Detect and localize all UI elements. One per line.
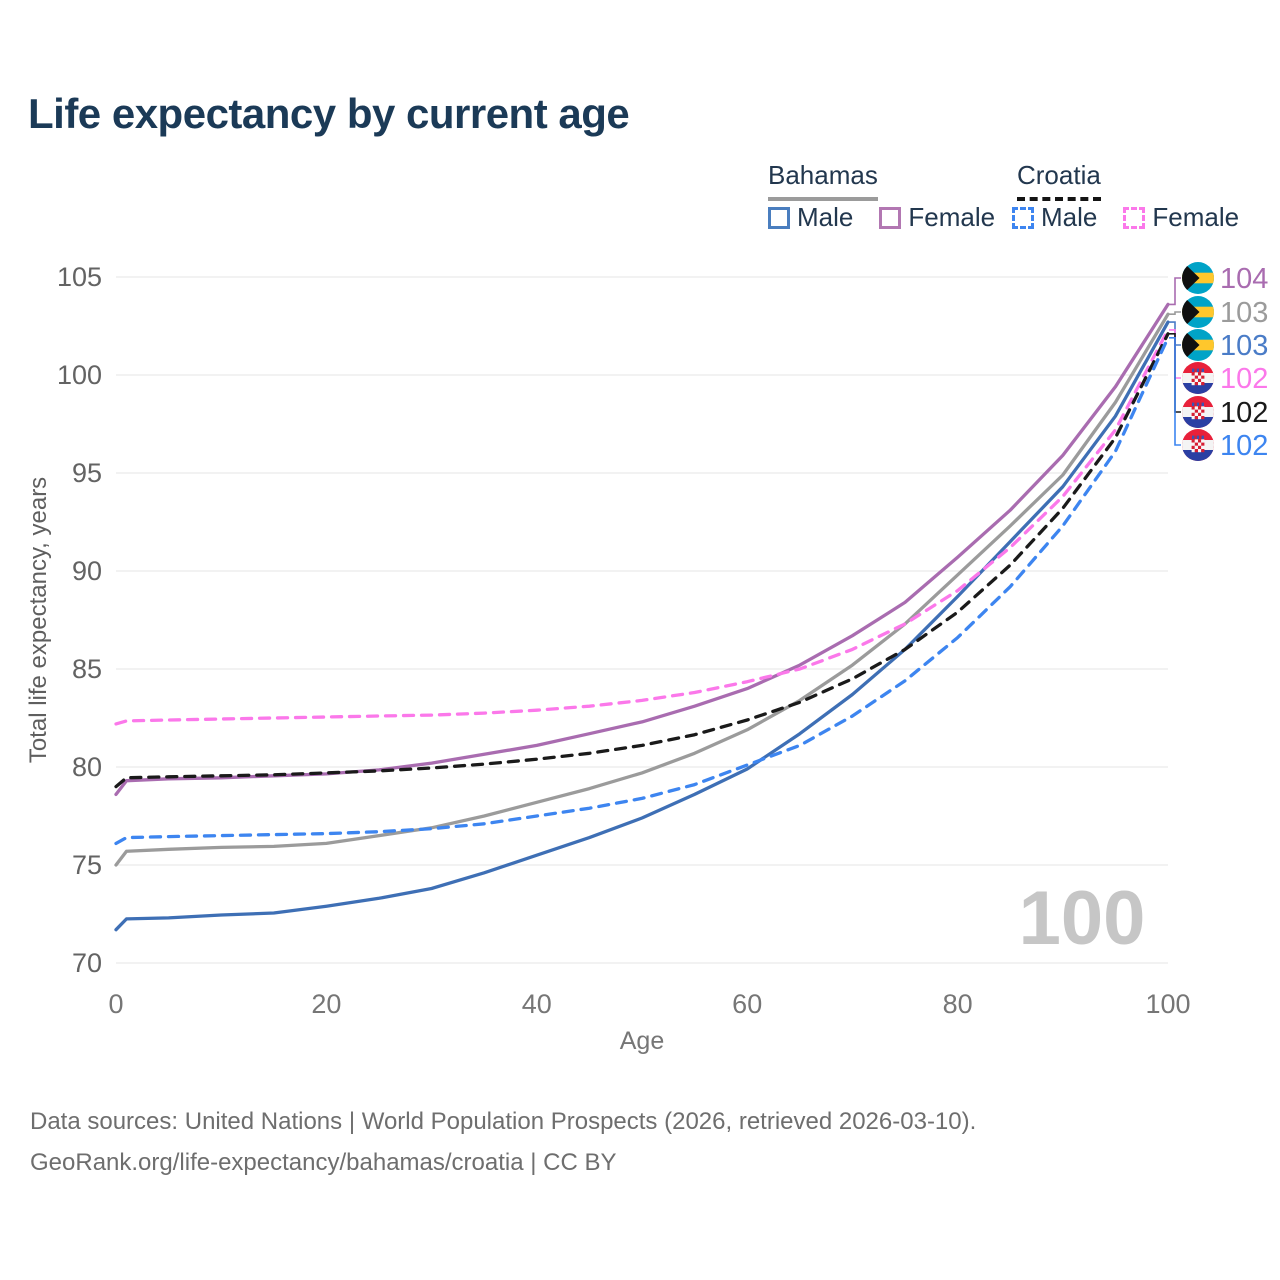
page-title: Life expectancy by current age — [28, 90, 630, 137]
legend-item-label: Male — [797, 202, 854, 232]
age-watermark: 100 — [1019, 876, 1146, 961]
y-tick-label: 95 — [72, 458, 102, 488]
legend-country-croatia: Croatia — [1017, 160, 1101, 201]
y-tick-label: 105 — [57, 262, 102, 292]
legend-items-croatia: Male Female — [1012, 202, 1239, 233]
series-line-bahamas — [114, 312, 1170, 867]
y-tick-label: 70 — [72, 948, 102, 978]
legend-country-label: Croatia — [1017, 160, 1101, 201]
legend-item-label: Female — [1152, 202, 1240, 232]
y-tick-label: 90 — [72, 556, 102, 586]
legend-item-bahamas-male[interactable]: Male — [768, 202, 853, 233]
series-line-croatia-male — [114, 336, 1170, 846]
legend-swatch-icon — [1012, 206, 1034, 229]
croatia-flag-icon — [1182, 396, 1214, 428]
croatia-flag-icon — [1182, 362, 1214, 394]
data-sources-text: Data sources: United Nations | World Pop… — [30, 1108, 977, 1135]
end-value-label: 102 — [1220, 363, 1268, 395]
x-axis-title: Age — [620, 1027, 664, 1055]
legend-item-croatia-male[interactable]: Male — [1012, 202, 1097, 233]
bahamas-flag-icon — [1182, 261, 1214, 295]
legend-swatch-icon — [1123, 206, 1146, 229]
legend-country-label: Bahamas — [768, 160, 878, 201]
y-tick-label: 85 — [72, 654, 102, 684]
end-label-connector — [1169, 277, 1181, 306]
legend-items-bahamas: Male Female — [768, 202, 995, 233]
x-tick-label: 60 — [732, 989, 762, 1019]
y-tick-label: 80 — [72, 752, 102, 782]
croatia-flag-icon — [1182, 429, 1214, 461]
legend-item-label: Female — [908, 202, 996, 232]
x-tick-label: 40 — [522, 989, 552, 1019]
end-value-label: 103 — [1220, 330, 1268, 362]
x-tick-label: 0 — [108, 989, 123, 1019]
legend-item-croatia-female[interactable]: Female — [1123, 202, 1239, 233]
end-value-label: 103 — [1220, 297, 1268, 329]
series-line-croatia — [114, 332, 1170, 789]
end-value-label: 104 — [1220, 263, 1268, 295]
legend-country-bahamas: Bahamas — [768, 160, 878, 201]
legend-swatch-icon — [879, 206, 902, 229]
x-tick-label: 80 — [943, 989, 973, 1019]
series-line-bahamas-female — [114, 302, 1170, 797]
legend-item-bahamas-female[interactable]: Female — [879, 202, 995, 233]
end-value-label: 102 — [1220, 430, 1268, 462]
x-tick-label: 20 — [311, 989, 341, 1019]
x-tick-label: 100 — [1145, 989, 1190, 1019]
attribution-text: GeoRank.org/life-expectancy/bahamas/croa… — [30, 1149, 617, 1176]
end-value-label: 102 — [1220, 397, 1268, 429]
y-axis-title: Total life expectancy, years — [25, 477, 52, 763]
series-line-bahamas-male — [114, 320, 1170, 932]
y-tick-label: 100 — [57, 360, 102, 390]
legend-item-label: Male — [1041, 202, 1098, 232]
series-line-croatia-female — [114, 328, 1170, 726]
legend-swatch-icon — [768, 206, 790, 229]
y-tick-label: 75 — [72, 850, 102, 880]
bahamas-flag-icon — [1182, 328, 1214, 362]
end-label-connector — [1169, 336, 1181, 446]
end-label-connector — [1169, 311, 1181, 316]
bahamas-flag-icon — [1182, 295, 1214, 329]
